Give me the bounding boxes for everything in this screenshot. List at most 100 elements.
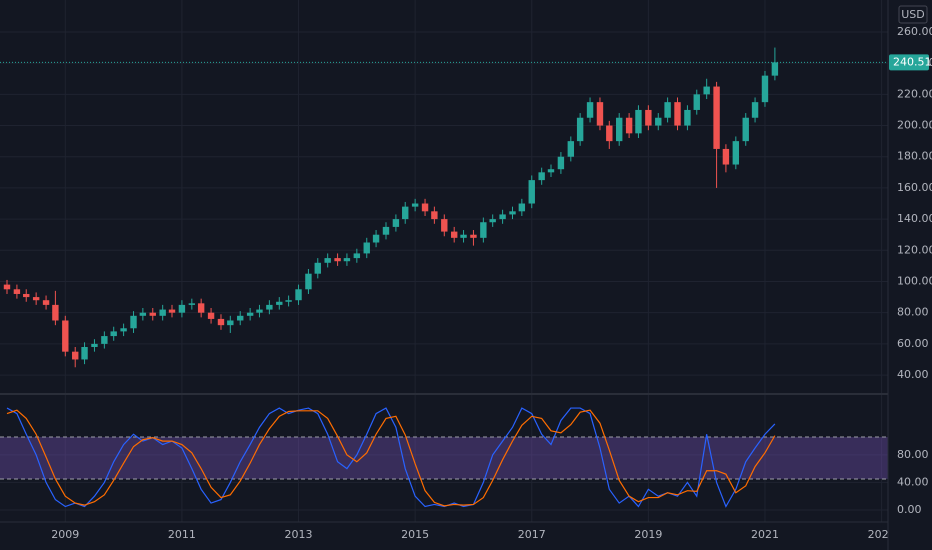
candle-body (168, 309, 176, 313)
candle-body (285, 300, 292, 302)
candle-body (149, 312, 156, 316)
x-tick-label: 2017 (518, 528, 546, 541)
y-tick-label: 60.00 (897, 337, 929, 350)
candle-body (460, 234, 467, 238)
candle-body (256, 309, 263, 313)
candle-body (91, 343, 98, 347)
candle-body (674, 102, 681, 126)
axes: 40.00 60.00 80.00 100.00 120.00 140.00 160.00 1… (889, 25, 932, 516)
candle-body (480, 222, 487, 238)
x-tick-label: 2013 (285, 528, 313, 541)
candle-body (3, 284, 11, 290)
currency: USD (901, 8, 925, 21)
candle-body (518, 203, 526, 212)
candle-body (246, 312, 254, 316)
candle-body (101, 336, 108, 344)
candle-body (761, 75, 769, 103)
candle-body (237, 315, 244, 321)
candle-body (139, 312, 147, 316)
y-tick-label: 220.00 (897, 87, 932, 100)
candle-body (363, 242, 370, 254)
last-price-label: 240.51 (893, 55, 932, 68)
candle-body (295, 289, 302, 301)
x-tick-label: 2019 (634, 528, 662, 541)
candle-body (120, 328, 127, 332)
indicator-line (6, 409, 776, 507)
candle-body (431, 211, 438, 220)
band-fill (0, 436, 888, 479)
candle-body (276, 301, 283, 305)
candle-body (188, 303, 196, 305)
y-tick-label: 260.00 (897, 25, 932, 38)
candle-body (528, 180, 535, 204)
candle-body (625, 117, 633, 134)
x-tick-label: 2011 (168, 528, 196, 541)
candle-body (217, 318, 225, 326)
candle-body (421, 203, 429, 212)
candle-body (470, 234, 477, 238)
candle-body (178, 304, 186, 313)
y-tick-label: 120.00 (897, 243, 932, 256)
candle-body (722, 148, 730, 165)
x-tick-label: 2015 (401, 528, 429, 541)
candle-body (392, 219, 400, 227)
candle-body (489, 219, 496, 223)
y-tick-label: 40.00 (897, 368, 929, 381)
candle-body (324, 258, 331, 263)
y-tick-label: 40.00 (897, 475, 929, 488)
candle-body (509, 211, 516, 215)
currency-box (898, 5, 928, 24)
candle-body (557, 156, 565, 170)
candle-body (771, 62, 779, 76)
candle-body (159, 309, 166, 316)
x-tick-label: 2023 (868, 528, 896, 541)
y-tick-label: 100.00 (897, 274, 932, 287)
y-tick-label: 80.00 (897, 448, 929, 461)
y-tick-label: 180.00 (897, 150, 932, 163)
candle-body (732, 141, 740, 165)
candle-body (441, 219, 448, 232)
x-tick-label: 2009 (51, 528, 79, 541)
candle-body (635, 109, 642, 134)
candle-body (382, 226, 390, 235)
candle-body (742, 117, 749, 142)
candle-body (499, 214, 506, 220)
candle-body (305, 273, 312, 290)
candle-body (23, 293, 30, 298)
candle-body (586, 102, 594, 118)
candle-body (372, 234, 380, 243)
candle-body (402, 206, 409, 220)
candle-body (72, 351, 79, 360)
candle-body (547, 169, 555, 173)
candle-body (596, 102, 604, 126)
candle-body (664, 102, 671, 118)
candle-body (567, 141, 575, 157)
y-tick-label: 200.00 (897, 119, 932, 132)
y-tick-label: 80.00 (897, 306, 929, 319)
candle-body (684, 109, 691, 126)
candle-body (576, 117, 584, 142)
candle-body (110, 331, 117, 337)
candle-body (62, 320, 69, 352)
candle-body (693, 94, 700, 110)
candle-body (81, 346, 88, 360)
y-tick-label: 0.00 (897, 503, 922, 516)
candle-body (353, 253, 361, 259)
candle-body (32, 297, 40, 301)
plot-area: 2009 2011 2013 2015 2017 2019 2021 2023 (0, 0, 896, 541)
last-price-box (889, 54, 929, 71)
candle-body (227, 320, 234, 326)
candle-body (713, 86, 720, 149)
candle-body (343, 258, 351, 262)
candle-body (616, 117, 623, 142)
y-tick-label: 140.00 (897, 212, 932, 225)
candle-body (538, 172, 545, 181)
x-tick-label: 2021 (751, 528, 779, 541)
candle-body (703, 86, 710, 95)
candle-body (130, 315, 137, 329)
candle-body (645, 109, 652, 126)
candle-body (606, 125, 613, 142)
candle-body (334, 258, 341, 262)
